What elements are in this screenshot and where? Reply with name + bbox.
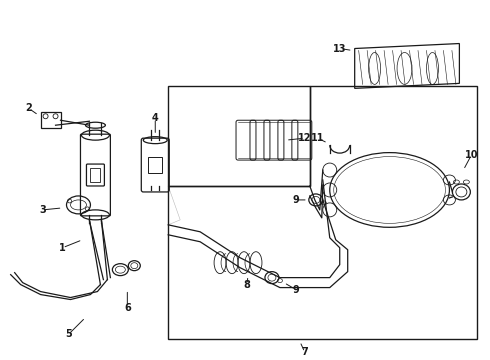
Text: 4: 4	[152, 113, 159, 123]
Text: 2: 2	[25, 103, 32, 113]
Text: 11: 11	[311, 133, 324, 143]
Text: 6: 6	[124, 302, 131, 312]
Text: 7: 7	[301, 347, 308, 357]
Text: 10: 10	[465, 150, 478, 160]
Text: 3: 3	[39, 205, 46, 215]
Text: 12: 12	[298, 133, 312, 143]
Text: 9: 9	[293, 284, 299, 294]
Text: 8: 8	[244, 280, 250, 289]
Text: 9: 9	[293, 195, 299, 205]
Text: 13: 13	[333, 44, 346, 54]
Text: 5: 5	[65, 329, 72, 339]
Text: 1: 1	[59, 243, 66, 253]
